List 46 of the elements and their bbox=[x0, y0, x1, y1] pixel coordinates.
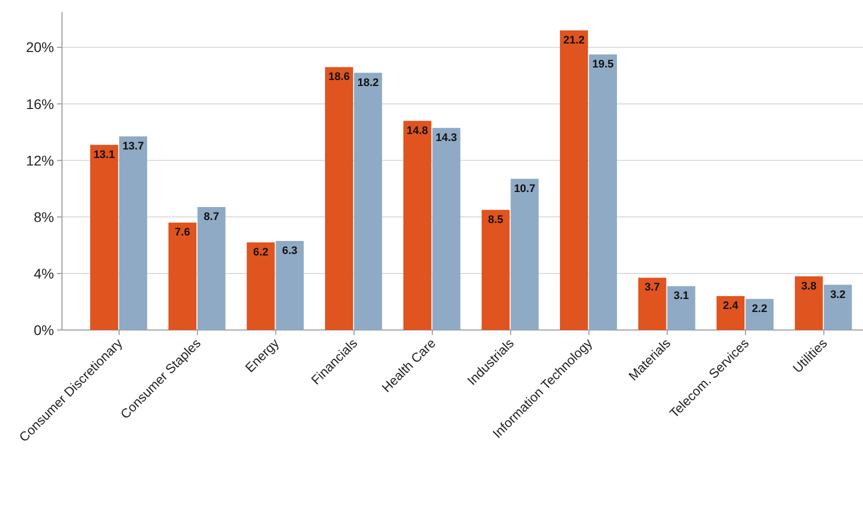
y-tick-label: 8% bbox=[34, 208, 54, 225]
y-tick-label: 12% bbox=[26, 152, 54, 168]
data-label: 19.5 bbox=[592, 58, 614, 70]
data-label: 18.6 bbox=[328, 71, 350, 84]
data-label: 8.7 bbox=[204, 211, 220, 224]
bar bbox=[119, 136, 148, 330]
data-label: 8.5 bbox=[488, 214, 504, 226]
bar bbox=[197, 207, 226, 330]
data-label: 6.3 bbox=[282, 244, 298, 257]
bar bbox=[403, 120, 432, 330]
data-label: 3.7 bbox=[644, 282, 660, 294]
bar bbox=[354, 72, 382, 330]
y-tick-label: 16% bbox=[26, 96, 54, 112]
data-label: 2.4 bbox=[722, 300, 740, 312]
bar bbox=[716, 296, 745, 330]
bar bbox=[325, 67, 354, 330]
data-label: 14.3 bbox=[436, 132, 458, 144]
bar bbox=[638, 278, 666, 330]
data-label: 10.7 bbox=[514, 182, 536, 195]
bar bbox=[588, 54, 617, 330]
bar bbox=[246, 242, 275, 330]
data-label: 2.2 bbox=[752, 302, 768, 315]
bar bbox=[482, 210, 510, 330]
data-label: 13.7 bbox=[122, 140, 144, 152]
data-label: 14.8 bbox=[406, 124, 428, 137]
bar bbox=[794, 276, 823, 330]
bar bbox=[746, 298, 774, 330]
bar bbox=[276, 240, 304, 330]
bar bbox=[168, 222, 196, 330]
bar bbox=[824, 284, 852, 330]
data-label: 13.1 bbox=[93, 148, 115, 161]
data-label: 18.2 bbox=[357, 76, 379, 89]
data-label: 6.2 bbox=[253, 246, 268, 258]
bar bbox=[90, 144, 118, 330]
y-tick-label: 20% bbox=[26, 39, 54, 56]
data-label: 7.6 bbox=[174, 226, 190, 239]
y-tick-label: 4% bbox=[34, 265, 54, 282]
data-label: 3.8 bbox=[801, 280, 816, 292]
bar bbox=[667, 286, 696, 330]
bar bbox=[510, 178, 539, 330]
data-label: 3.1 bbox=[674, 290, 689, 302]
data-label: 3.2 bbox=[830, 288, 846, 301]
bar bbox=[560, 30, 588, 330]
data-label: 21.2 bbox=[563, 34, 585, 46]
bar bbox=[432, 128, 460, 330]
y-tick-label: 0% bbox=[34, 322, 54, 338]
